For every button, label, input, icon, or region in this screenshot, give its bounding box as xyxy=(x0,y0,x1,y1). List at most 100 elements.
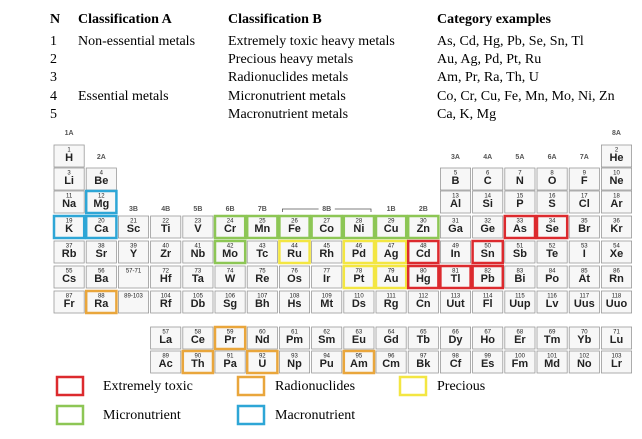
element-cell xyxy=(213,325,247,351)
element-symbol: Sb xyxy=(513,248,527,260)
atomic-number: 27 xyxy=(323,219,330,225)
atomic-number: 41 xyxy=(195,244,202,250)
element-symbol: Th xyxy=(191,358,205,370)
element-cell xyxy=(84,214,118,240)
element-symbol: Rn xyxy=(609,273,624,285)
element-cell xyxy=(407,350,439,374)
legend-label: Micronutrient xyxy=(103,408,181,423)
element-cell xyxy=(53,190,85,214)
element-symbol: Tl xyxy=(451,273,461,285)
legend-label: Radionuclides xyxy=(275,379,355,394)
element-cell xyxy=(278,239,311,265)
atomic-number: 50 xyxy=(484,244,491,250)
element-symbol: Ce xyxy=(191,334,205,346)
element-cell xyxy=(84,189,118,215)
atomic-number: 112 xyxy=(419,294,429,300)
atomic-number: 32 xyxy=(484,219,491,225)
element-symbol: Np xyxy=(287,358,302,370)
element-symbol: No xyxy=(577,358,592,370)
legend-label: Precious xyxy=(437,379,485,394)
atomic-number: 57 xyxy=(162,330,169,336)
element-cell xyxy=(342,349,376,375)
atomic-number: 23 xyxy=(195,219,202,225)
atomic-number: 52 xyxy=(549,244,556,250)
atomic-number: 85 xyxy=(581,269,588,275)
element-symbol: Au xyxy=(384,273,399,285)
element-cell xyxy=(503,214,537,240)
group-label: 3A xyxy=(451,154,460,161)
atomic-number: 45 xyxy=(323,244,330,250)
element-cell xyxy=(374,264,408,290)
element-symbol: Zr xyxy=(160,248,172,260)
element-cell xyxy=(53,265,85,289)
element-cell xyxy=(182,326,214,350)
atomic-number: 88 xyxy=(98,294,105,300)
atomic-number: 64 xyxy=(388,330,395,336)
atomic-number: 97 xyxy=(420,354,427,360)
element-cell xyxy=(601,326,633,350)
atomic-number: 98 xyxy=(452,354,459,360)
element-symbol: Nb xyxy=(191,248,206,260)
atomic-number: 2 xyxy=(615,148,619,154)
element-cell xyxy=(601,240,633,264)
element-symbol: Am xyxy=(350,358,368,370)
element-symbol: Kr xyxy=(610,223,623,235)
element-cell xyxy=(278,214,311,240)
element-cell xyxy=(278,290,310,314)
element-symbol: Cn xyxy=(416,298,431,310)
element-symbol: Lv xyxy=(546,298,560,310)
group-label: 8B xyxy=(322,206,331,213)
element-cell xyxy=(568,290,600,314)
element-cell xyxy=(53,167,85,191)
element-cell xyxy=(375,290,407,314)
element-cell xyxy=(407,290,439,314)
legend-swatch xyxy=(236,375,266,397)
element-cell xyxy=(311,290,343,314)
element-symbol: U xyxy=(258,358,266,370)
atomic-number: 40 xyxy=(162,244,169,250)
atomic-number: 24 xyxy=(227,219,234,225)
element-cell xyxy=(471,239,505,265)
atomic-number: 73 xyxy=(195,269,202,275)
element-symbol: Sr xyxy=(95,248,107,260)
atomic-number: 103 xyxy=(611,354,622,360)
element-symbol: Ac xyxy=(159,358,173,370)
group-label: 3B xyxy=(129,206,138,213)
atomic-number: 114 xyxy=(483,294,493,300)
element-cell xyxy=(182,265,214,289)
element-symbol: Pb xyxy=(481,273,495,285)
atomic-number: 38 xyxy=(98,244,105,250)
atomic-number: 89 xyxy=(162,354,169,360)
atomic-number: 43 xyxy=(259,244,266,250)
placeholder-cell xyxy=(118,265,150,289)
element-symbol: Ge xyxy=(480,223,495,235)
atomic-number: 22 xyxy=(162,219,169,225)
atomic-number: 62 xyxy=(323,330,330,336)
atomic-number: 65 xyxy=(420,330,427,336)
group-label: 1B xyxy=(387,206,396,213)
element-cell xyxy=(182,215,214,239)
atomic-number: 113 xyxy=(451,294,461,300)
placeholder-cell xyxy=(118,290,150,314)
atomic-number: 11 xyxy=(66,194,73,200)
group-label: 4A xyxy=(483,154,492,161)
element-symbol: Ra xyxy=(94,298,109,310)
element-symbol: Fm xyxy=(512,358,529,370)
table-cell: As, Cd, Hg, Pb, Se, Sn, Tl xyxy=(437,34,584,49)
element-symbol: La xyxy=(159,334,173,346)
table-header: Classification A xyxy=(78,12,173,27)
atomic-number: 49 xyxy=(452,244,459,250)
element-symbol: Sn xyxy=(481,248,495,260)
element-symbol: Ba xyxy=(94,273,109,285)
atomic-number: 111 xyxy=(387,294,397,300)
atomic-number: 55 xyxy=(66,269,73,275)
atomic-number: 42 xyxy=(227,244,234,250)
element-cell xyxy=(278,326,310,350)
element-symbol: Hs xyxy=(287,298,301,310)
element-cell xyxy=(311,240,343,264)
element-symbol: C xyxy=(484,175,492,187)
atomic-number: 91 xyxy=(227,354,234,360)
atomic-number: 28 xyxy=(356,219,363,225)
element-cell xyxy=(601,265,633,289)
atomic-number: 115 xyxy=(515,294,525,300)
